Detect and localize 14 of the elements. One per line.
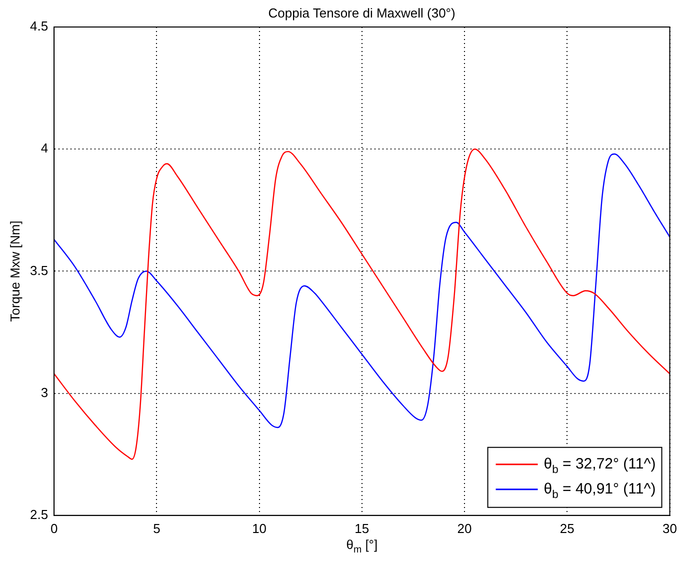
x-tick-label: 30 (662, 520, 678, 536)
y-tick-label: 3 (40, 384, 48, 400)
chart-title: Coppia Tensore di Maxwell (30°) (268, 6, 456, 21)
y-tick-label: 4 (40, 140, 48, 156)
x-tick-label: 25 (560, 520, 574, 536)
y-tick-label: 3.5 (30, 262, 48, 278)
x-tick-label: 0 (50, 520, 58, 536)
x-tick-label: 15 (354, 520, 370, 536)
y-tick-label: 4.5 (30, 18, 48, 34)
y-axis-title: Torque Mxw [Nm] (8, 220, 23, 322)
y-tick-label: 2.5 (30, 506, 48, 522)
x-tick-label: 10 (252, 520, 267, 536)
x-tick-label: 20 (457, 520, 472, 536)
x-tick-label: 5 (153, 520, 160, 536)
